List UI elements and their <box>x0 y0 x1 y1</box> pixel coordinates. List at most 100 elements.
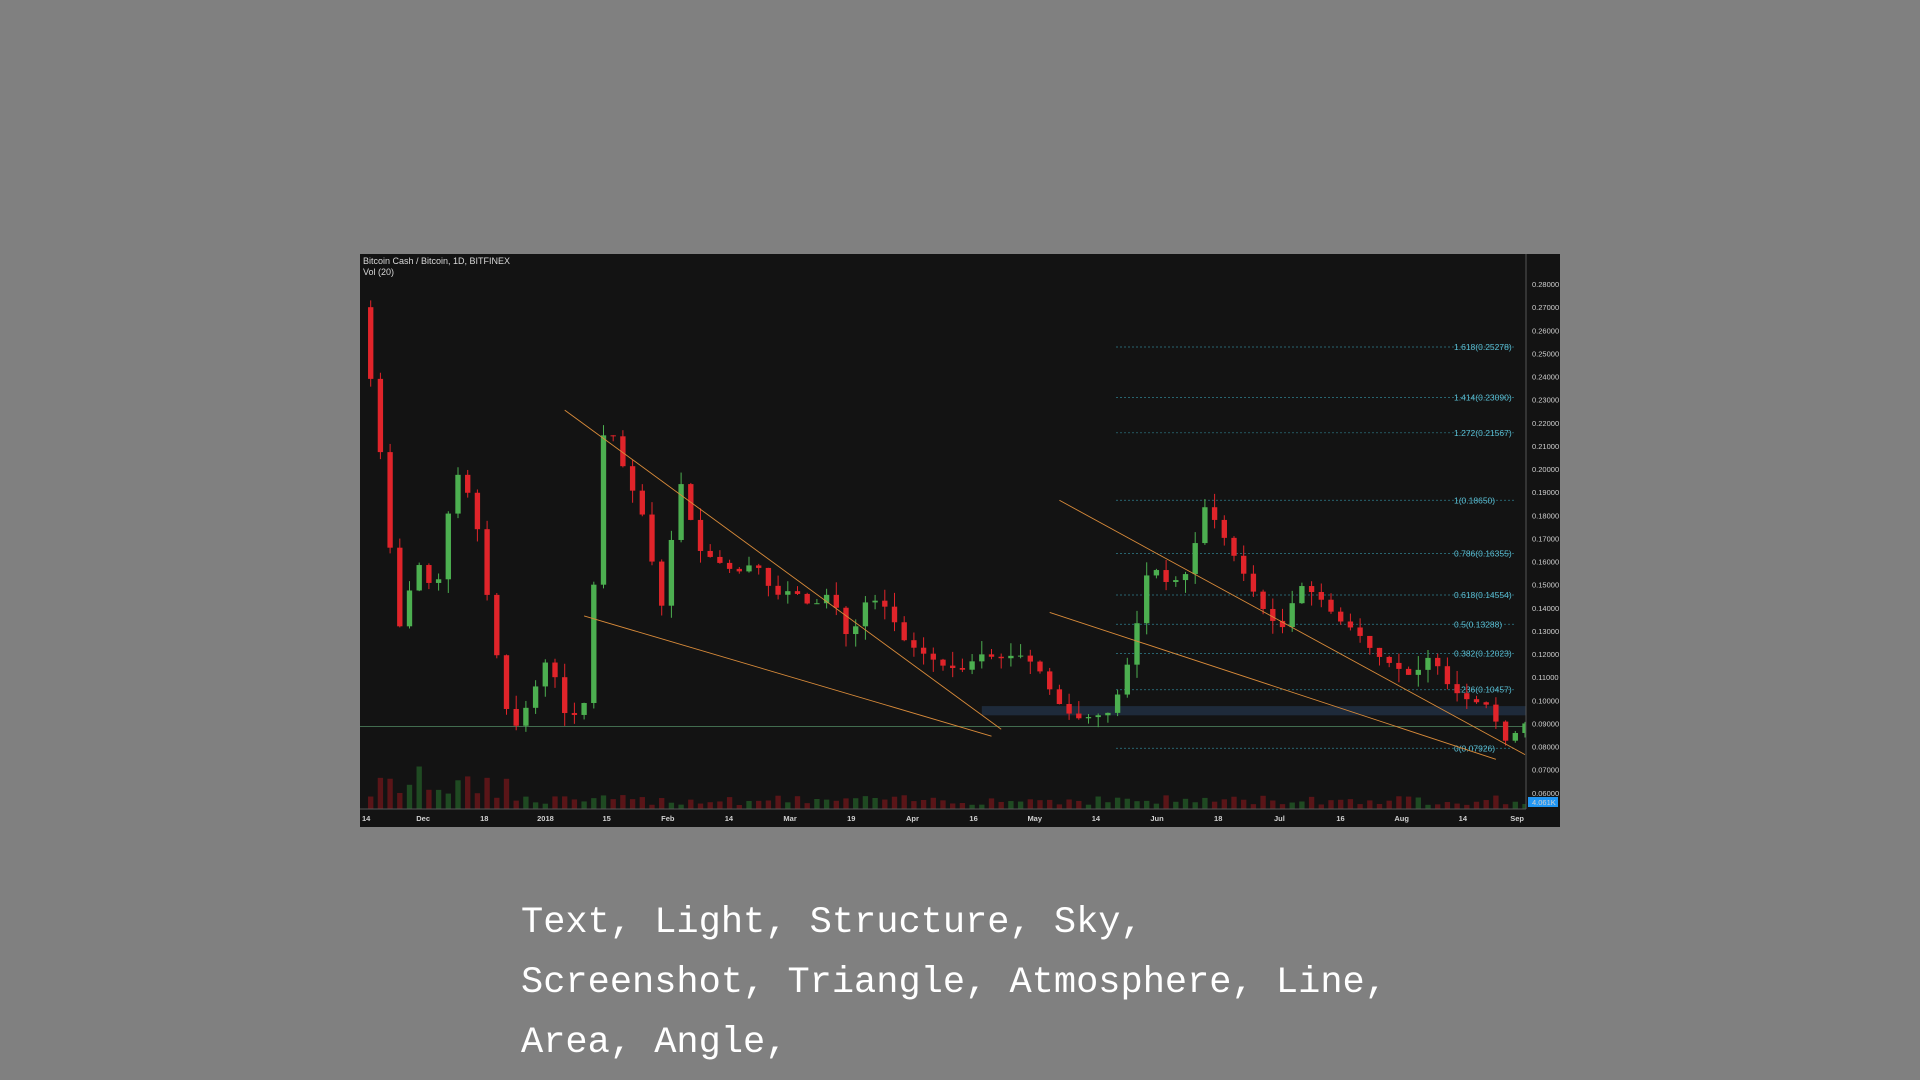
volume-bar <box>688 799 694 809</box>
candle-body <box>1241 555 1247 574</box>
volume-bar <box>1512 801 1518 809</box>
caption-line: Screenshot, Triangle, Atmosphere, Line, <box>521 962 1387 1004</box>
candle-body <box>552 662 558 678</box>
candle-body <box>1367 635 1373 648</box>
y-tick-label: 0.23000 <box>1532 396 1559 405</box>
volume-bar <box>629 799 636 809</box>
candle-body <box>1396 662 1402 669</box>
candle-body <box>833 594 839 608</box>
volume-bar <box>1425 804 1431 809</box>
candle-body <box>823 594 830 604</box>
volume-bar <box>445 793 451 809</box>
candle-body <box>1027 655 1033 662</box>
volume-bar <box>678 804 684 809</box>
candle-body <box>377 378 384 453</box>
candle-body <box>979 654 985 662</box>
price-axis <box>1526 254 1560 827</box>
x-tick-label: 15 <box>602 814 610 823</box>
candle-body <box>1114 694 1121 713</box>
volume-bar <box>843 798 849 809</box>
candle-body <box>416 565 422 591</box>
volume-bar <box>707 802 713 809</box>
candle-body <box>445 513 451 580</box>
candle-body <box>1066 704 1072 714</box>
candle-body <box>814 603 820 605</box>
volume-bar <box>523 796 529 809</box>
candle-body <box>1221 519 1227 538</box>
volume-bar <box>1260 795 1266 809</box>
volume-bar <box>1415 797 1421 809</box>
candle-body <box>1435 657 1441 667</box>
x-tick-label: 14 <box>725 814 734 823</box>
fib-level-label: 1.618(0.25278) <box>1454 342 1512 352</box>
candle-body <box>455 474 461 514</box>
volume-bar <box>756 800 762 809</box>
candle-body <box>707 550 713 557</box>
y-tick-label: 0.17000 <box>1532 534 1559 543</box>
volume-bar <box>1008 801 1014 809</box>
volume-bar <box>998 801 1004 809</box>
volume-bar <box>920 799 927 809</box>
volume-bar <box>717 801 723 809</box>
candle-body <box>668 539 675 606</box>
candle-body <box>406 590 413 627</box>
volume-bar <box>1279 804 1286 809</box>
volume-bar <box>532 802 539 809</box>
x-tick-label: Mar <box>783 814 796 823</box>
volume-bar <box>1386 800 1392 809</box>
candle-body <box>1192 543 1198 575</box>
candle-body <box>998 656 1004 659</box>
candle-body <box>765 567 772 586</box>
volume-bar <box>649 804 655 809</box>
candle-body <box>1415 669 1421 675</box>
volume-bar <box>639 797 645 809</box>
volume-bar <box>503 778 510 809</box>
candle-body <box>542 662 548 687</box>
volume-bar <box>1173 801 1179 809</box>
y-tick-label: 0.18000 <box>1532 511 1559 520</box>
volume-bar <box>775 795 781 809</box>
volume-bar <box>794 796 801 809</box>
volume-bar <box>1454 803 1460 809</box>
volume-bar <box>765 800 772 809</box>
candle-body <box>930 653 936 660</box>
volume-bar <box>1144 800 1150 809</box>
volume-bar <box>901 795 907 809</box>
candle-body <box>911 640 917 648</box>
candle-body <box>1493 704 1499 722</box>
candle-body <box>397 547 403 627</box>
candle-body <box>1347 621 1354 628</box>
x-tick-label: 2018 <box>537 814 554 823</box>
caption: Text, Light, Structure, Sky, Screenshot,… <box>521 893 1521 1073</box>
volume-bar <box>1066 799 1072 809</box>
volume-bar <box>1308 796 1315 809</box>
candle-body <box>1182 574 1189 581</box>
volume-bar <box>600 795 607 809</box>
volume-bar <box>474 793 481 809</box>
candle-body <box>435 579 442 583</box>
candle-body <box>756 565 762 568</box>
x-tick-label: 18 <box>480 814 488 823</box>
volume-bar <box>872 797 878 809</box>
volume-bar <box>387 778 393 809</box>
volume-bar <box>1270 800 1276 809</box>
candle-body <box>600 435 607 585</box>
candle-body <box>368 307 374 379</box>
y-tick-label: 0.12000 <box>1532 650 1559 659</box>
candle-body <box>1134 623 1140 665</box>
volume-bar <box>804 803 810 809</box>
volume-bar <box>1095 796 1101 809</box>
volume-bar <box>1124 798 1130 809</box>
volume-bar <box>591 798 597 809</box>
candle-body <box>853 626 859 635</box>
volume-bar <box>1202 797 1208 809</box>
volume-bar <box>620 795 626 809</box>
candle-body <box>1464 693 1470 700</box>
volume-bar <box>1221 799 1227 809</box>
candle-body <box>1173 580 1179 582</box>
volume-bar <box>1231 796 1237 809</box>
candle-body <box>639 490 645 515</box>
candle-body <box>1144 575 1150 624</box>
candle-body <box>1017 655 1024 657</box>
volume-bar <box>397 792 403 809</box>
